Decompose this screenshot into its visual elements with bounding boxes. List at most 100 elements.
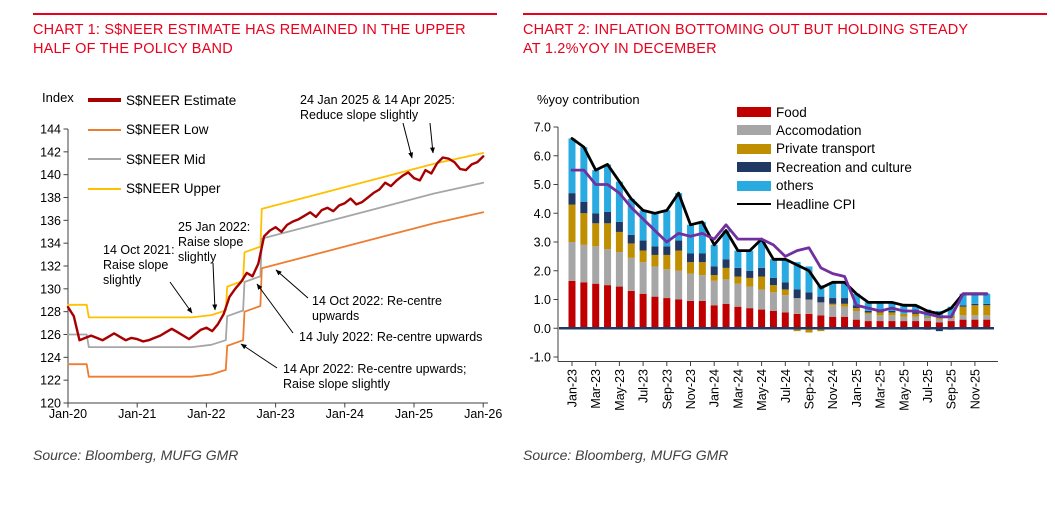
chart1-legend-item-2: S$NEER Mid [88, 151, 206, 167]
chart2-y-axis-unit-label: %yoy contribution [537, 92, 640, 107]
bar-segment-food [805, 313, 813, 329]
bar-segment-food [900, 321, 908, 329]
bar-segment-recreation-and-culture [675, 240, 683, 251]
chart1-annotation-1: 14 Oct 2021: Raise slope slightly [103, 243, 175, 287]
chart1-annotation-arrows [169, 122, 435, 369]
bar-segment-recreation-and-culture [888, 311, 896, 313]
bar-segment-accomodation [983, 315, 991, 320]
bar-segment-private-transport [924, 316, 931, 319]
bar-segment-recreation-and-culture [829, 298, 837, 304]
bar-segment-others [959, 293, 967, 306]
bar-segment-recreation-and-culture [663, 246, 671, 255]
bar-segment-recreation-and-culture [817, 296, 825, 303]
bar-segment-recreation-and-culture [983, 303, 991, 306]
svg-text:Mar-24: Mar-24 [731, 369, 745, 409]
bar-segment-food [852, 319, 860, 329]
bar-segment-private-transport [935, 318, 943, 320]
svg-text:124: 124 [40, 351, 61, 365]
bar-segment-private-transport [651, 254, 659, 267]
bar-segment-private-transport [615, 231, 623, 253]
bar-segment-private-transport [971, 305, 979, 316]
bar-segment-private-transport [758, 276, 766, 290]
svg-text:Mar-23: Mar-23 [589, 369, 603, 409]
legend-line-swatch [88, 128, 121, 131]
chart1-top-rule [33, 13, 497, 15]
legend-line-swatch [88, 187, 121, 190]
bar-segment-accomodation [888, 315, 896, 322]
bar-segment-recreation-and-culture [651, 246, 659, 255]
bar-segment-recreation-and-culture [687, 253, 694, 263]
legend-line-swatch [737, 202, 771, 206]
chart2-source: Source: Bloomberg, MUFG GMR [523, 447, 729, 463]
bar-segment-recreation-and-culture [568, 193, 576, 205]
chart2-lines [570, 137, 989, 319]
bar-segment-accomodation [769, 292, 777, 311]
svg-text:134: 134 [40, 237, 61, 251]
legend-label: others [776, 178, 814, 194]
bar-segment-others [983, 293, 991, 304]
bar-segment-private-transport [675, 250, 683, 271]
bar-segment-accomodation [627, 257, 635, 291]
bar-segment-recreation-and-culture [805, 292, 813, 300]
bar-segment-food [781, 312, 789, 329]
bar-segment-food [687, 300, 694, 329]
chart1-source: Source: Bloomberg, MUFG GMR [33, 447, 239, 463]
bar-segment-accomodation [781, 295, 789, 313]
chart1-title: CHART 1: S$NEER ESTIMATE HAS REMAINED IN… [33, 22, 466, 57]
bar-segment-food [912, 321, 920, 329]
bar-segment-accomodation [734, 283, 742, 307]
series-sneer-estimate [66, 155, 485, 343]
svg-text:120: 120 [40, 397, 61, 411]
bar-segment-recreation-and-culture [592, 213, 600, 224]
bar-segment-private-transport [900, 313, 908, 317]
bar-segment-food [888, 321, 896, 329]
legend-label: Private transport [776, 141, 876, 157]
bar-segment-accomodation [841, 306, 849, 317]
svg-text:-1.0: -1.0 [529, 351, 551, 365]
bar-segment-accomodation [580, 244, 588, 283]
bar-segment-private-transport [769, 285, 777, 293]
bar-segment-food [698, 300, 706, 329]
bar-segment-recreation-and-culture [580, 201, 588, 214]
svg-text:136: 136 [40, 214, 61, 228]
bar-segment-recreation-and-culture [971, 303, 979, 306]
bar-segment-recreation-and-culture [710, 266, 718, 276]
bar-segment-food [758, 309, 766, 329]
bar-segment-food [947, 321, 955, 329]
bar-segment-recreation-and-culture [935, 328, 943, 332]
legend-line-swatch [88, 98, 121, 102]
bar-segment-others [568, 138, 576, 194]
bar-segment-others [817, 285, 825, 297]
bar-segment-recreation-and-culture [746, 270, 754, 278]
bar-segment-food [627, 290, 635, 329]
bar-segment-private-transport [983, 305, 991, 316]
svg-text:Jan-22: Jan-22 [187, 407, 225, 421]
bar-segment-accomodation [829, 305, 837, 317]
bar-segment-accomodation [935, 319, 943, 323]
chart2-stacked-bars [568, 138, 991, 333]
bar-segment-others [888, 302, 896, 312]
bar-segment-private-transport [912, 313, 920, 317]
chart1-annotation-4: 14 July 2022: Re-centre upwards [299, 330, 483, 344]
svg-text:May-25: May-25 [897, 369, 911, 411]
bar-segment-food [864, 321, 872, 329]
bar-segment-others [829, 282, 837, 299]
bar-segment-others [841, 282, 849, 299]
bar-segment-food [841, 316, 849, 329]
bar-segment-others [805, 266, 813, 293]
bar-segment-food [663, 298, 671, 329]
bar-segment-recreation-and-culture [734, 267, 742, 277]
bar-segment-others [639, 210, 647, 241]
svg-text:130: 130 [40, 282, 61, 296]
bar-segment-others [734, 250, 742, 268]
svg-text:1.0: 1.0 [534, 293, 551, 307]
bar-segment-accomodation [793, 298, 801, 314]
bar-segment-accomodation [817, 302, 825, 316]
bar-segment-accomodation [924, 318, 931, 322]
chart1-legend-item-3: S$NEER Upper [88, 181, 221, 197]
bar-segment-food [710, 305, 718, 329]
bar-segment-others [781, 259, 789, 283]
bar-segment-private-transport [722, 267, 730, 280]
bar-segment-accomodation [900, 316, 908, 322]
bar-segment-others [971, 293, 979, 304]
